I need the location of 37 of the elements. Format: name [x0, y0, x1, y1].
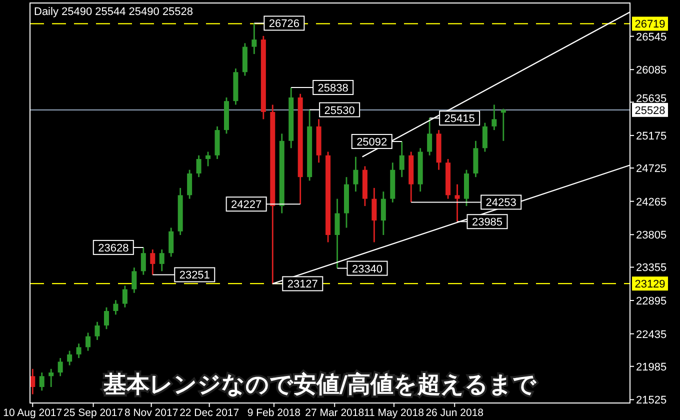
y-tick-label: 21525 [636, 394, 667, 407]
annotation: 23985 [472, 216, 503, 229]
y-tick-label: 21985 [636, 361, 667, 374]
y-tick-label: 24265 [636, 196, 667, 208]
annotation: 23340 [352, 263, 383, 276]
y-tick-label: 22435 [636, 328, 667, 341]
annotation: 25092 [356, 136, 388, 148]
y-tick-label: 25175 [636, 130, 667, 142]
annotation: 26726 [268, 18, 300, 30]
annotation: 基本レンジなので安値/高値を超えるまで [102, 371, 537, 398]
y-tick-label: 24725 [636, 163, 667, 176]
x-tick-label: 25 Sep 2017 [64, 407, 124, 419]
chart-title: Daily 25490 25544 25490 25528 [34, 6, 194, 18]
x-tick-label: 9 Feb 2018 [247, 407, 301, 419]
annotation: 24253 [486, 197, 516, 210]
annotation: 25530 [324, 104, 355, 117]
x-tick-label: 11 May 2018 [364, 407, 424, 419]
annotation: 23628 [98, 242, 129, 254]
annotation: 23251 [179, 270, 210, 282]
annotation: 24227 [231, 199, 262, 212]
ref-line-label: 26719 [634, 18, 666, 31]
y-tick-label: 25635 [636, 92, 667, 105]
y-tick-label: 22895 [636, 296, 667, 308]
ref-line-label: 23129 [634, 278, 666, 291]
x-tick-label: 8 Nov 2017 [124, 407, 178, 419]
y-tick-label: 23355 [636, 262, 667, 274]
ref-line-label: 25528 [634, 104, 666, 117]
x-tick-label: 10 Aug 2017 [3, 407, 62, 419]
y-tick-label: 26545 [636, 32, 667, 44]
x-tick-label: 26 Jun 2018 [426, 407, 484, 419]
x-tick-label: 27 Mar 2018 [305, 407, 364, 419]
y-tick-label: 26085 [636, 64, 667, 77]
x-tick-label: 22 Dec 2017 [180, 407, 240, 419]
annotation: 25838 [318, 82, 348, 94]
y-tick-label: 23805 [636, 230, 667, 242]
annotation: 23127 [287, 278, 318, 291]
annotation: 25415 [444, 113, 475, 126]
